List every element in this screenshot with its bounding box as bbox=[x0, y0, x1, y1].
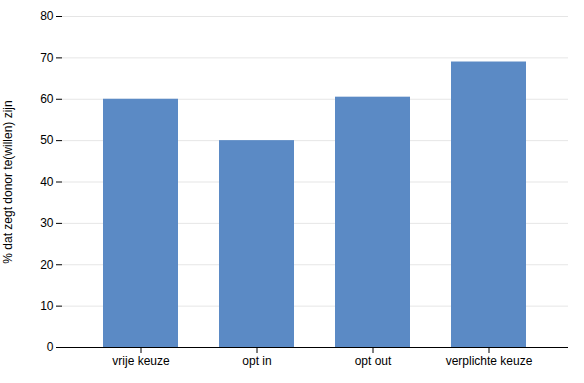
svg-text:opt out: opt out bbox=[355, 354, 392, 368]
svg-text:0: 0 bbox=[47, 340, 54, 354]
svg-text:70: 70 bbox=[40, 51, 54, 65]
svg-text:60: 60 bbox=[40, 92, 54, 106]
svg-text:% dat zegt donor te(willen) zi: % dat zegt donor te(willen) zijn bbox=[1, 100, 15, 263]
svg-text:10: 10 bbox=[40, 299, 54, 313]
svg-text:50: 50 bbox=[40, 133, 54, 147]
svg-text:opt in: opt in bbox=[242, 354, 271, 368]
svg-text:verplichte keuze: verplichte keuze bbox=[446, 354, 533, 368]
svg-text:20: 20 bbox=[40, 258, 54, 272]
svg-text:vrije keuze: vrije keuze bbox=[112, 354, 170, 368]
svg-text:30: 30 bbox=[40, 216, 54, 230]
svg-text:80: 80 bbox=[40, 9, 54, 23]
svg-text:40: 40 bbox=[40, 175, 54, 189]
